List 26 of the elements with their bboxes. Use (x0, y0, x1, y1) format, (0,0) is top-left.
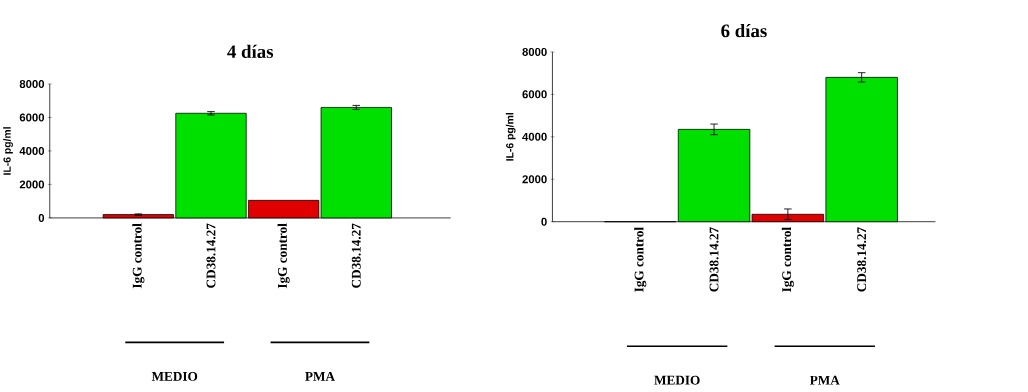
y-axis-title: IL-6 pg/ml (3, 126, 13, 175)
y-tick-label: 8000 (19, 79, 45, 88)
y-axis-title: IL-6 pg/ml (505, 112, 516, 161)
x-tick-label: CD38.14.27 (709, 227, 719, 292)
text: MEDIO (654, 375, 700, 385)
y-tick-label: 2000 (19, 180, 45, 189)
text: MEDIO (151, 371, 198, 381)
chart-title: 6 días (721, 23, 767, 38)
x-tick-label: CD38.14.27 (206, 223, 216, 288)
text: PMA (305, 371, 335, 381)
x-tick-label: IgG control (132, 223, 145, 288)
y-tick-label: 2000 (522, 175, 547, 184)
y-tick-label: 4000 (19, 146, 45, 155)
y-tick-label: 8000 (522, 47, 547, 56)
x-tick-label: IgG control (781, 226, 794, 292)
y-tick-label: 4000 (522, 132, 547, 141)
y-tick-label: 6000 (19, 113, 45, 122)
text: PMA (809, 375, 840, 385)
y-tick-label: 6000 (522, 90, 547, 99)
x-tick-label: IgG control (634, 226, 647, 292)
chart-title: 4 días (227, 44, 274, 58)
y-tick-label: 0 (38, 213, 45, 222)
x-tick-label: IgG control (277, 223, 290, 288)
x-tick-label: CD38.14.27 (351, 223, 361, 288)
x-tick-label: CD38.14.27 (857, 227, 867, 292)
y-tick-label: 0 (541, 217, 547, 226)
